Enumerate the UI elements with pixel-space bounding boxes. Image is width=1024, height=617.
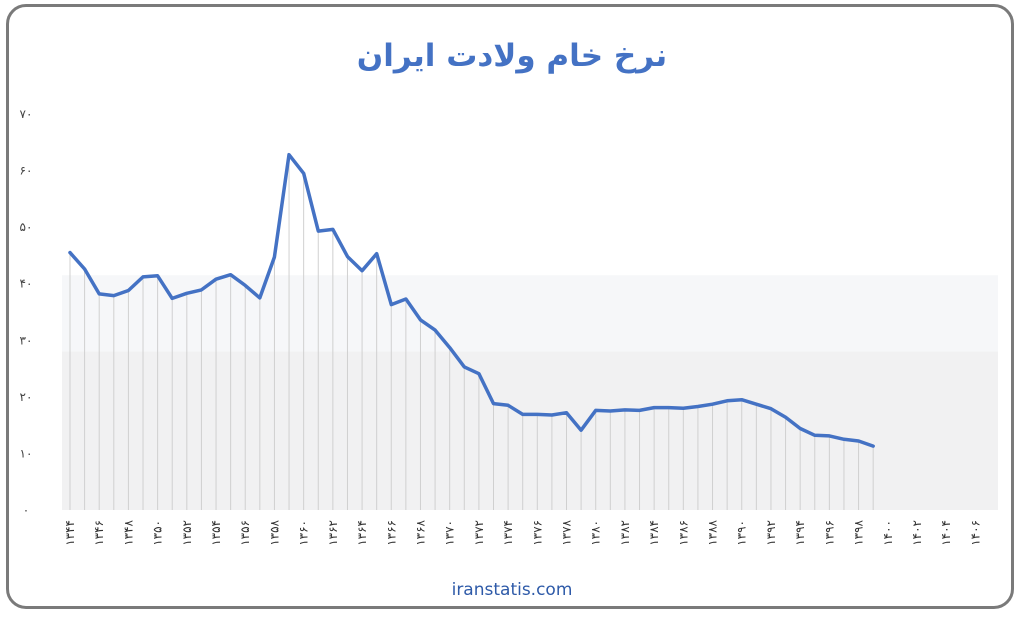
x-tick-label: ۱۳۷۴ [501, 520, 515, 546]
x-tick-label: ۱۳۴۶ [92, 520, 106, 546]
x-tick-label: ۱۳۵۸ [267, 519, 281, 545]
source-label[interactable]: iranstatis.com [451, 580, 573, 600]
y-tick-label: ۳۰ [20, 333, 33, 347]
x-tick-label: ۱۳۷۶ [530, 520, 544, 546]
background-band-upper [62, 275, 998, 352]
y-tick-label: ۰ [23, 503, 29, 517]
x-tick-label: ۱۳۴۸ [121, 519, 135, 545]
x-tick-label: ۱۳۷۰ [443, 520, 457, 546]
chart-title: نرخ خام ولادت ایران [356, 38, 668, 74]
x-tick-label: ۱۳۸۶ [676, 520, 690, 546]
background-band-lower [62, 351, 998, 510]
x-tick-label: ۱۳۸۰ [589, 520, 603, 546]
x-tick-label: ۱۴۰۲ [910, 520, 924, 546]
y-tick-label: ۲۰ [20, 390, 33, 404]
x-tick-label: ۱۴۰۶ [968, 520, 982, 546]
x-tick-label: ۱۳۹۸ [852, 519, 866, 545]
series-line [68, 152, 875, 448]
y-tick-label: ۵۰ [20, 220, 33, 234]
x-tick-label: ۱۳۹۶ [822, 520, 836, 546]
x-tick-label: ۱۳۴۴ [63, 520, 77, 546]
x-tick-label: ۱۳۹۰ [735, 520, 749, 546]
x-tick-label: ۱۳۸۲ [618, 520, 632, 546]
x-tick-label: ۱۳۵۶ [238, 520, 252, 546]
x-tick-label: ۱۴۰۴ [939, 520, 953, 546]
x-tick-label: ۱۳۶۸ [413, 519, 427, 545]
x-tick-label: ۱۳۷۲ [472, 520, 486, 546]
x-tick-label: ۱۳۶۴ [355, 520, 369, 546]
y-tick-label: ۱۰ [20, 446, 33, 460]
x-tick-label: ۱۳۵۴ [209, 520, 223, 546]
x-tick-label: ۱۳۵۲ [180, 520, 194, 546]
x-tick-label: ۱۴۰۰ [881, 520, 895, 546]
y-tick-label: ۴۰ [20, 277, 33, 291]
y-tick-label: ۷۰ [20, 107, 33, 121]
x-tick-label: ۱۳۸۴ [647, 520, 661, 546]
x-tick-label: ۱۳۶۲ [326, 520, 340, 546]
y-tick-label: ۶۰ [20, 164, 33, 178]
x-tick-label: ۱۳۶۶ [384, 520, 398, 546]
x-tick-label: ۱۳۷۸ [560, 519, 574, 545]
x-tick-label: ۱۳۹۴ [793, 520, 807, 546]
x-tick-label: ۱۳۸۸ [706, 519, 720, 545]
x-tick-label: ۱۳۵۰ [151, 520, 165, 546]
x-tick-label: ۱۳۶۰ [297, 520, 311, 546]
x-tick-label: ۱۳۹۲ [764, 520, 778, 546]
